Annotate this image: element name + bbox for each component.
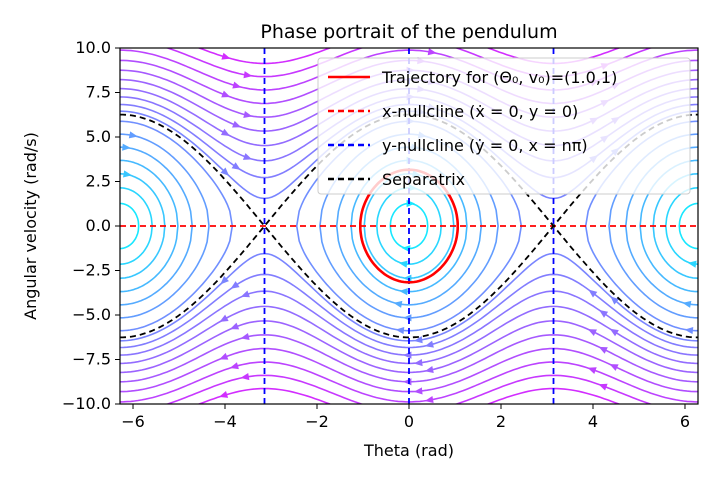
streamline-arrow — [682, 300, 692, 308]
streamline-arrow — [424, 340, 434, 348]
streamline-arrow — [587, 367, 597, 375]
streamline — [197, 48, 621, 65]
streamline — [120, 273, 698, 349]
streamline-arrow — [220, 167, 230, 176]
streamline-arrow — [230, 281, 240, 289]
streamline-arrow — [232, 120, 242, 128]
legend-label-trajectory: Trajectory for (Θ₀, v₀)=(1.0,1) — [381, 68, 617, 87]
legend-label-y-nullcline: y-nullcline (ẏ = 0, x = nπ) — [382, 136, 588, 155]
streamline-arrow — [221, 90, 231, 98]
x-axis-ticks: −6 −4 −2 0 2 4 6 — [121, 404, 690, 431]
x-tick-label: −2 — [305, 412, 329, 431]
streamline-arrow — [242, 153, 253, 160]
streamline-arrow — [219, 390, 229, 398]
nullclines — [120, 48, 698, 404]
streamline-arrow — [240, 372, 250, 381]
streamline-arrow — [230, 322, 240, 330]
legend-box — [317, 57, 691, 195]
streamline-arrow — [221, 52, 231, 60]
x-tick-label: 0 — [404, 412, 414, 431]
y-tick-label: 7.5 — [86, 83, 111, 102]
x-tick-label: −6 — [121, 412, 145, 431]
streamline-arrow — [220, 275, 229, 285]
y-tick-label: 0.0 — [86, 216, 111, 235]
streamline-arrow — [219, 352, 229, 360]
y-tick-label: 2.5 — [86, 172, 111, 191]
legend: Trajectory for (Θ₀, v₀)=(1.0,1) x-nullcli… — [317, 57, 691, 195]
streamline-arrow — [219, 314, 229, 322]
streamline-arrow — [229, 362, 239, 370]
streamline — [678, 202, 698, 250]
streamline-arrow — [231, 162, 241, 170]
chart-title: Phase portrait of the pendulum — [260, 21, 557, 43]
y-tick-label: −10.0 — [62, 394, 111, 413]
streamline-arrow — [123, 170, 132, 178]
streamline-arrow — [232, 81, 242, 89]
x-tick-label: 4 — [588, 412, 598, 431]
streamline-arrow — [413, 387, 423, 395]
streamline-arrow — [424, 365, 434, 374]
streamline-arrow — [413, 358, 423, 367]
streamline-arrow — [427, 48, 437, 56]
x-axis-label: Theta (rad) — [363, 441, 454, 460]
streamline — [120, 159, 179, 293]
separatrix-upper — [120, 113, 698, 339]
streamline-arrow — [609, 364, 619, 371]
y-tick-label: −5.0 — [72, 305, 111, 324]
streamline-arrow — [598, 383, 608, 391]
streamline-arrow — [220, 128, 231, 136]
legend-label-x-nullcline: x-nullcline (ẋ = 0, y = 0) — [382, 102, 578, 121]
streamline-arrow — [687, 260, 697, 268]
streamline-arrow — [398, 260, 408, 268]
y-tick-label: −7.5 — [72, 350, 111, 369]
streamline — [120, 202, 140, 250]
y-axis-label: Angular velocity (rad/s) — [21, 132, 40, 320]
x-tick-label: 6 — [680, 412, 690, 431]
streamline-arrow — [684, 326, 694, 335]
streamline-arrow — [413, 336, 423, 344]
streamline-arrow — [598, 346, 608, 354]
legend-label-separatrix: Separatrix — [382, 170, 465, 189]
streamline-arrow — [395, 326, 405, 335]
streamline-arrow — [599, 309, 609, 318]
separatrix-lower — [120, 113, 698, 339]
streamline — [197, 387, 621, 404]
streamline-arrow — [122, 143, 131, 151]
streamline-arrow — [610, 296, 620, 305]
streamline-arrow — [243, 71, 253, 79]
y-tick-label: −2.5 — [72, 261, 111, 280]
streamline-arrow — [424, 395, 434, 404]
streamline-arrow — [240, 290, 250, 298]
separatrix — [120, 113, 698, 339]
streamline-arrow — [587, 329, 597, 336]
streamline-arrow — [393, 300, 403, 308]
streamline — [389, 202, 429, 250]
y-axis-ticks: −10.0 −7.5 −5.0 −2.5 0.0 2.5 5.0 7.5 10.0 — [62, 38, 120, 413]
streamline-arrow — [128, 131, 138, 139]
x-tick-label: −4 — [213, 412, 237, 431]
streamline-arrow — [399, 288, 408, 296]
streamline-arrow — [240, 332, 250, 340]
y-tick-label: 10.0 — [75, 38, 111, 57]
streamline-arrow — [243, 110, 253, 118]
x-tick-label: 2 — [496, 412, 506, 431]
streamline-arrow — [609, 328, 619, 337]
streamline — [120, 133, 210, 319]
y-tick-label: 5.0 — [86, 127, 111, 146]
streamline-arrow — [588, 289, 598, 298]
